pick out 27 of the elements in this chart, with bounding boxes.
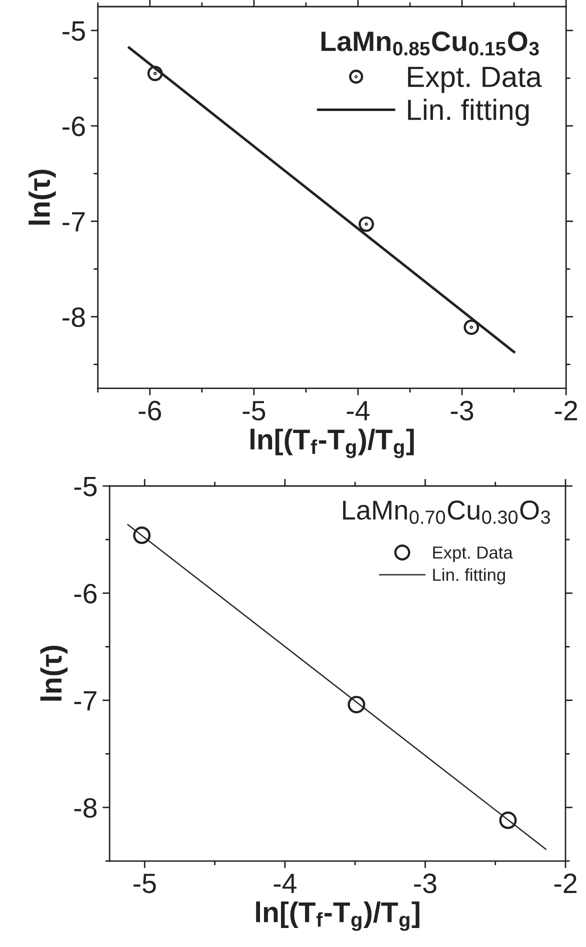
- y-tick-label: -7: [62, 212, 85, 232]
- legend-label: Lin. fitting: [433, 568, 505, 584]
- x-tick-label: -4: [274, 874, 296, 893]
- y-tick-label: -8: [62, 307, 85, 328]
- y-tick-label: -7: [74, 691, 96, 710]
- x-tick-label: -3: [450, 400, 474, 420]
- x-tick-label: -3: [414, 874, 436, 894]
- y-tick-label: -5: [62, 21, 85, 41]
- x-tick-label: -5: [242, 401, 266, 420]
- y-tick-label: -5: [74, 476, 97, 496]
- x-tick-label: -4: [346, 401, 370, 420]
- legend-title: LaMn$_{0.70}$Cu$_{0.30}$O$_{3}$: [343, 500, 550, 524]
- x-tick-label: -2: [554, 874, 576, 893]
- y-tick-label: -6: [62, 116, 85, 136]
- legend-label: Expt. Data: [433, 546, 513, 562]
- legend-label: Lin. fitting: [408, 98, 529, 126]
- x-axis-title: ln[(T$_{f}$-T$_{g}$)/T$_{g}$]: [256, 901, 420, 931]
- x-axis-title: ln[(T$_{f}$-T$_{g}$)/T$_{g}$]: [250, 428, 414, 458]
- y-axis-title: ln(τ): [40, 646, 68, 701]
- legend-title: LaMn$_{0.85}$Cu$_{0.15}$O$_{3}$: [321, 32, 539, 56]
- x-tick-label: -6: [138, 400, 162, 420]
- legend-label: Expt. Data: [408, 66, 542, 93]
- y-tick-label: -8: [74, 798, 97, 818]
- y-tick-label: -6: [74, 584, 97, 604]
- x-tick-label: -2: [554, 400, 578, 420]
- x-tick-label: -5: [134, 874, 156, 894]
- y-axis-title: ln(τ): [28, 170, 56, 225]
